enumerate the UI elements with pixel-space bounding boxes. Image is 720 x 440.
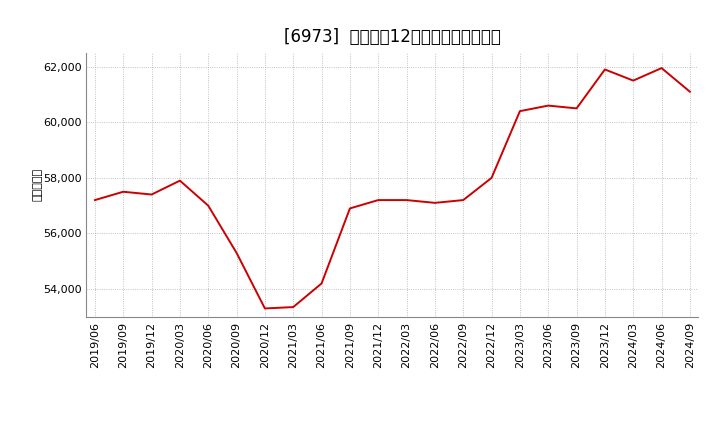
Y-axis label: （百万円）: （百万円） (32, 168, 42, 202)
Title: [6973]  売上高の12か月移動合計の推移: [6973] 売上高の12か月移動合計の推移 (284, 28, 501, 46)
